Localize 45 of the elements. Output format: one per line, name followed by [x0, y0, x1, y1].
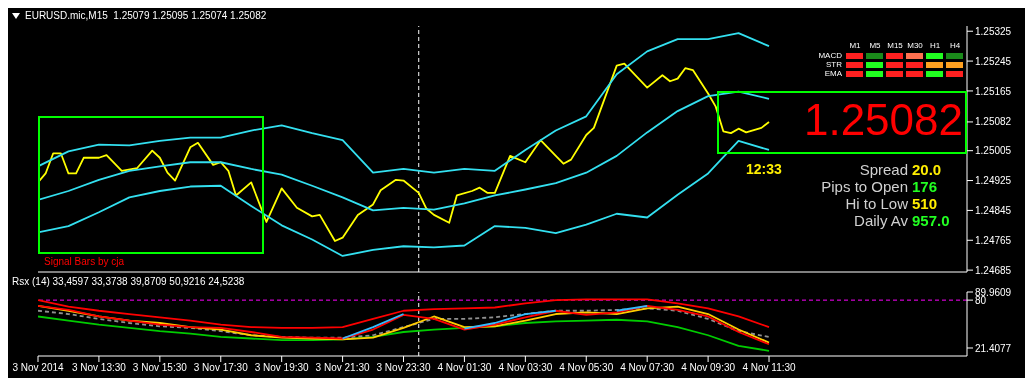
annotation: M5: [868, 41, 882, 50]
annotation: 957.0: [912, 212, 950, 229]
annotation: Hi to Low: [845, 195, 908, 212]
x-tick-label: 3 Nov 19:30: [254, 362, 310, 374]
annotation: 1.25082: [803, 95, 963, 144]
annotation: Spread: [859, 161, 908, 178]
x-tick-label: 3 Nov 15:30: [132, 362, 188, 374]
annotation: 176: [912, 178, 938, 195]
annotation: H1: [928, 41, 942, 50]
y-tick-label: 1.25165: [975, 85, 1012, 97]
y-tick-label: 1.24685: [975, 264, 1012, 276]
annotation: Signal Bars by cja: [44, 256, 125, 268]
annotation: M30: [906, 41, 924, 50]
chart-title: EURUSD.mic,M15 1.25079 1.25095 1.25074 1.25082: [25, 10, 267, 21]
annotation: STR: [825, 60, 842, 69]
y-tick-label: 1.24765: [975, 234, 1012, 246]
x-tick-label: 4 Nov 11:30: [742, 362, 797, 374]
annotation: M1: [848, 41, 862, 50]
chart-title: Rsx (14) 33,4597 33,3738 39,8709 50,9216 24,5238: [12, 276, 245, 287]
y-tick-label: 21.4077: [975, 342, 1012, 354]
x-tick-label: 4 Nov 01:30: [437, 362, 492, 374]
y-tick-label: 1.25245: [975, 55, 1012, 67]
annotation: 20.0: [912, 161, 942, 178]
x-tick-label: 3 Nov 2014: [12, 362, 65, 374]
x-tick-label: 4 Nov 09:30: [681, 362, 736, 374]
x-tick-label: 3 Nov 13:30: [71, 362, 127, 374]
x-tick-label: 3 Nov 23:30: [376, 362, 431, 374]
y-tick-label: 1.25082: [975, 116, 1012, 128]
annotation: Daily Av: [854, 212, 908, 229]
y-tick-label: 1.25325: [975, 25, 1012, 37]
annotation: M15: [886, 41, 904, 50]
x-tick-label: 4 Nov 05:30: [559, 362, 614, 374]
x-tick-label: 3 Nov 21:30: [315, 362, 370, 374]
annotation: Pips to Open: [821, 178, 908, 195]
x-tick-label: 4 Nov 07:30: [620, 362, 675, 374]
annotation: 12:33: [746, 161, 782, 177]
annotation: EMA: [823, 69, 842, 78]
annotation: H4: [948, 41, 962, 50]
y-tick-label: 1.24845: [975, 204, 1012, 216]
x-tick-label: 4 Nov 03:30: [498, 362, 553, 374]
x-tick-label: 3 Nov 17:30: [193, 362, 249, 374]
y-tick-label: 1.25005: [975, 145, 1012, 157]
annotation: 510: [912, 195, 938, 212]
y-tick-label: 1.24925: [975, 175, 1012, 187]
annotation: MACD: [817, 51, 842, 60]
